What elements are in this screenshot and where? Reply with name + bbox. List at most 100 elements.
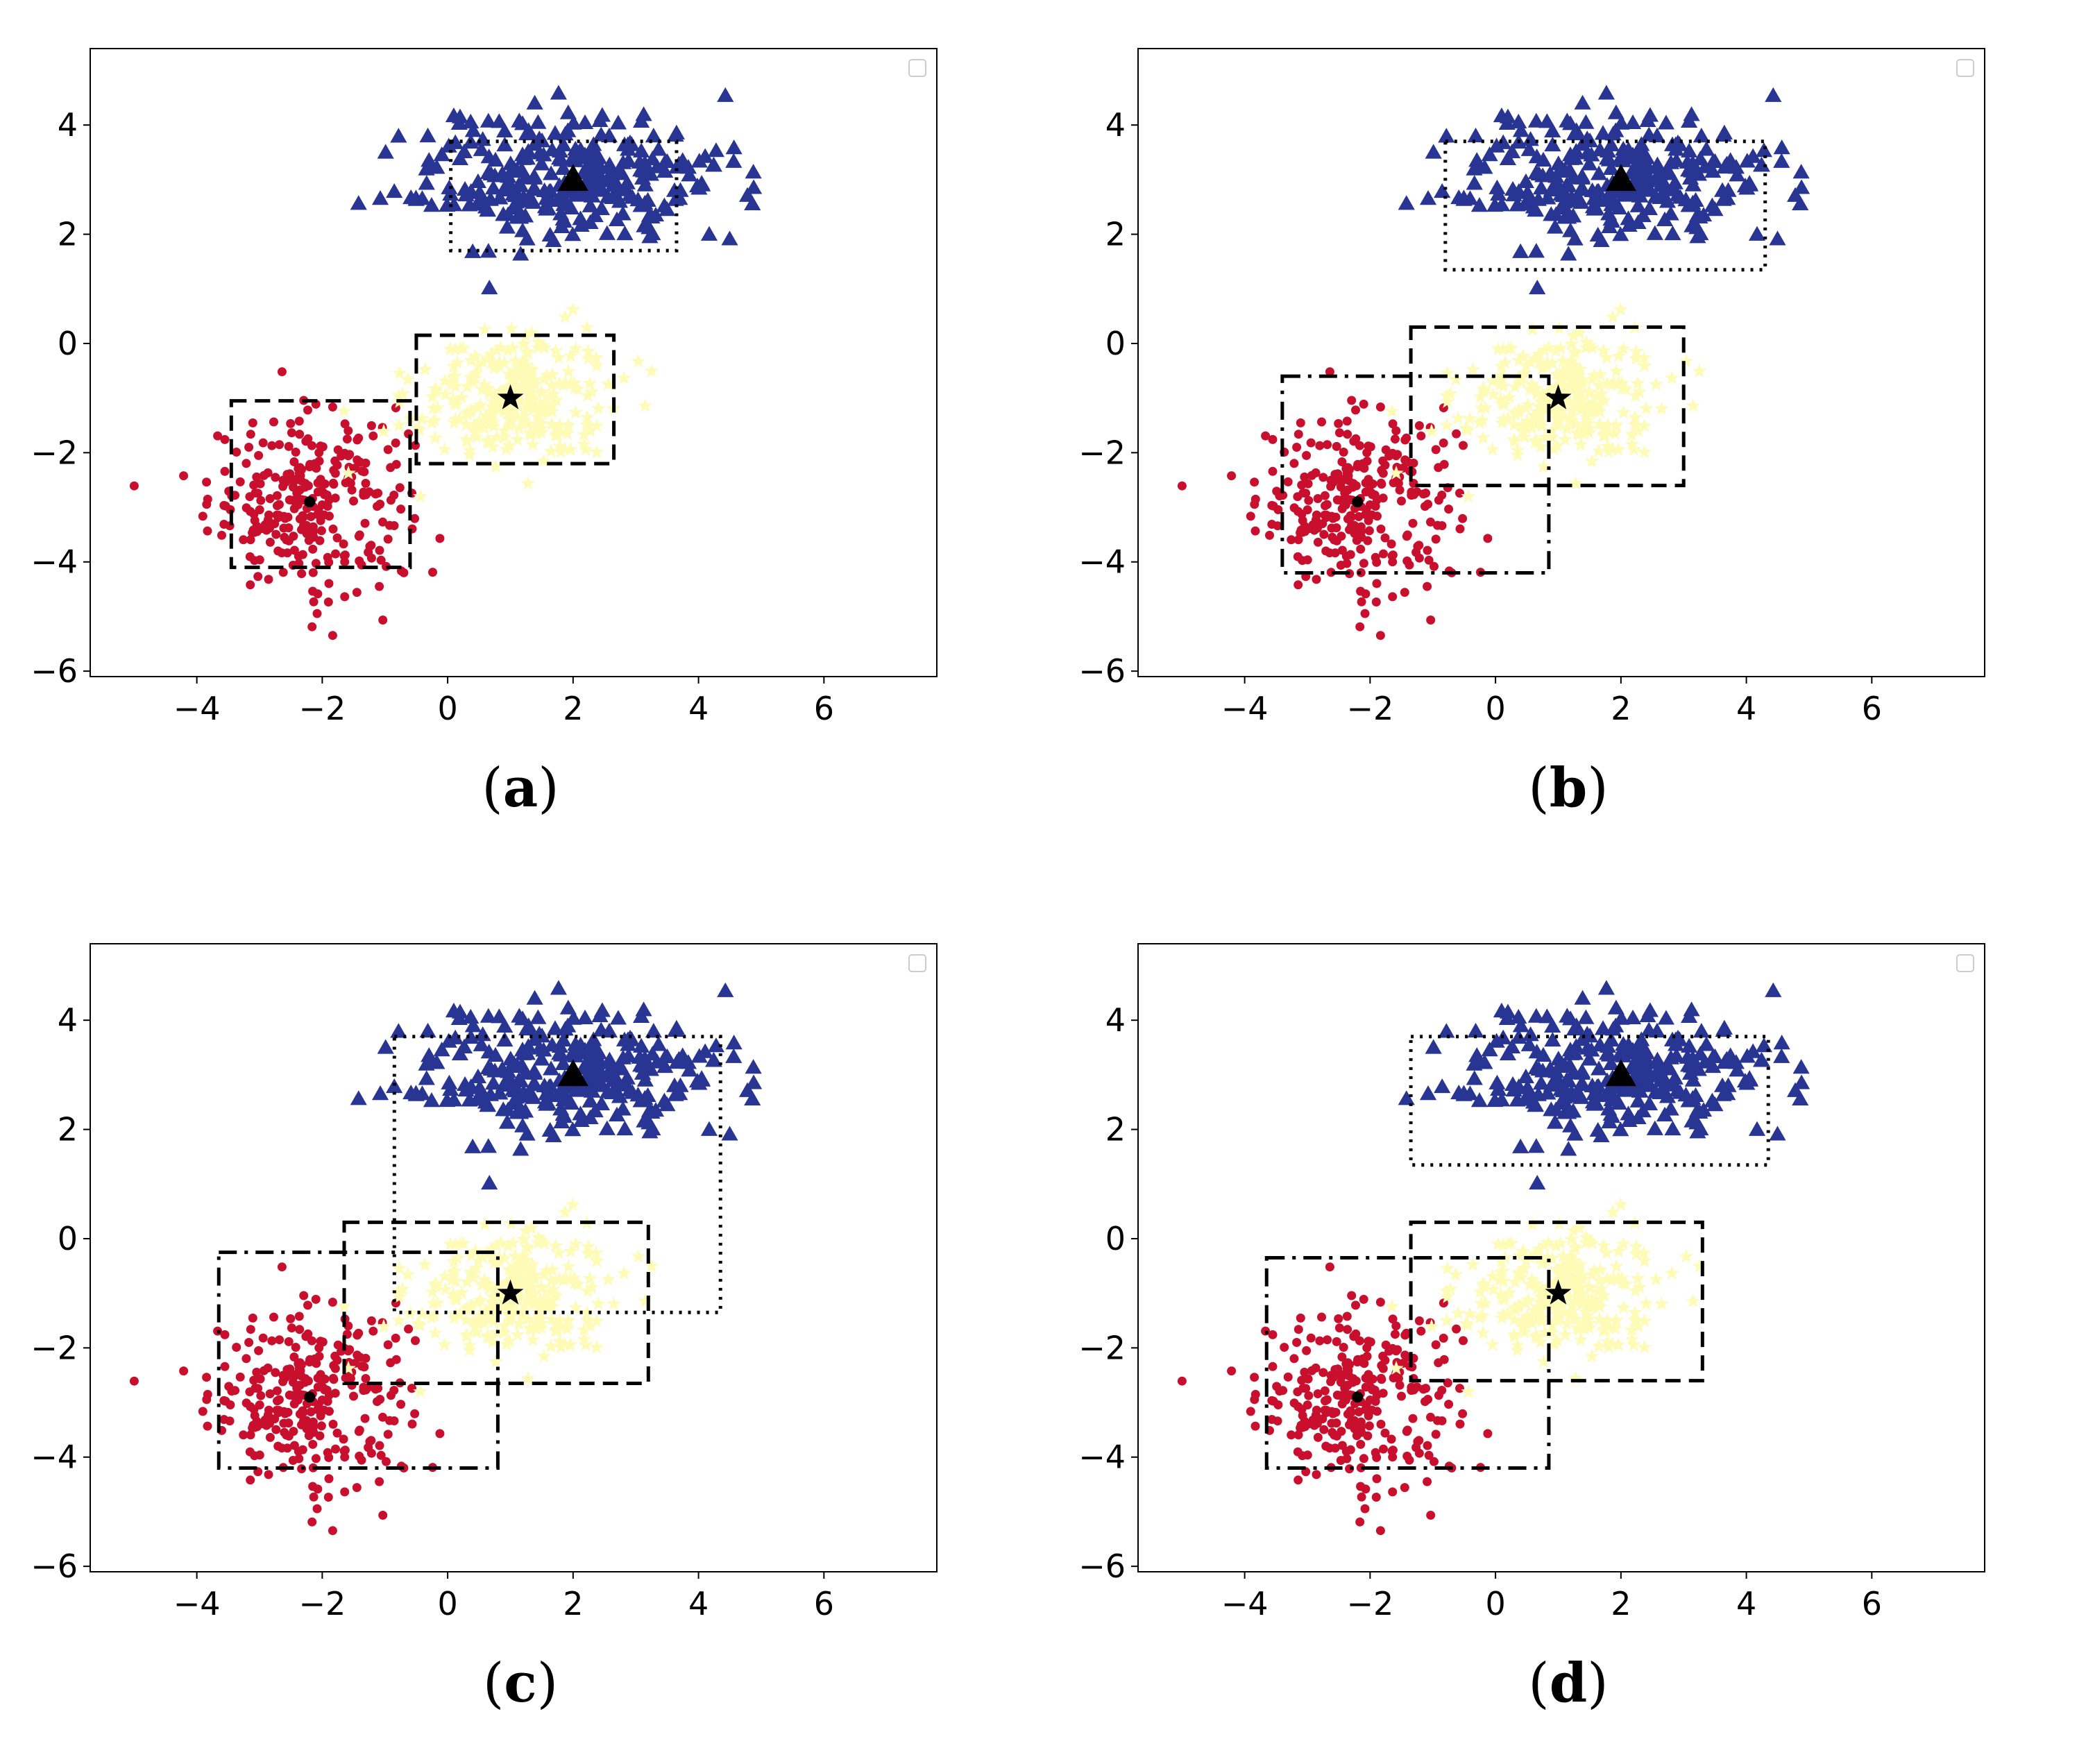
yellow-point	[1552, 1305, 1567, 1319]
yellow-point	[489, 1354, 503, 1368]
yellow-point	[1637, 1313, 1652, 1328]
yellow-point	[469, 365, 484, 380]
red-point	[289, 1352, 299, 1362]
red-point	[1402, 530, 1412, 540]
red-point	[1439, 438, 1448, 448]
blue-point	[491, 189, 509, 205]
red-point	[1341, 464, 1351, 473]
blue-point	[480, 149, 498, 164]
red-point	[1426, 616, 1436, 625]
red-point	[254, 450, 264, 460]
red-point	[333, 1340, 343, 1350]
red-point	[1411, 1443, 1421, 1452]
blue-point	[1624, 114, 1642, 130]
blue-point	[1504, 1076, 1522, 1092]
red-point	[284, 441, 294, 451]
red-point	[1275, 1386, 1284, 1396]
yellow-point	[1523, 355, 1538, 369]
legend-box	[908, 59, 926, 77]
yellow-point	[527, 373, 543, 387]
red-point	[1423, 500, 1433, 509]
yellow-point	[1581, 425, 1597, 439]
red-point	[1301, 489, 1311, 498]
blue-point	[670, 155, 688, 171]
yellow-point	[1523, 415, 1538, 430]
yellow-point	[1518, 1295, 1534, 1309]
yellow-point	[551, 350, 566, 364]
red-point	[286, 1314, 296, 1323]
red-point	[343, 1346, 353, 1356]
blue-point	[1792, 1059, 1810, 1074]
red-point	[1483, 1429, 1493, 1439]
red-point	[294, 416, 304, 426]
blue-point	[745, 164, 762, 179]
yellow-point	[1625, 1332, 1640, 1346]
blue-point	[1532, 1075, 1550, 1090]
yellow-point	[505, 1266, 520, 1281]
legend-box	[908, 954, 926, 972]
red-point	[258, 438, 268, 448]
blue-point	[1715, 191, 1732, 206]
red-point	[285, 1390, 294, 1400]
red-point	[286, 418, 296, 428]
yellow-point	[507, 402, 522, 416]
yellow-point	[1553, 340, 1568, 355]
red-point	[1273, 1416, 1282, 1426]
yellow-point	[1593, 367, 1608, 381]
red-point	[277, 1443, 287, 1453]
red-point	[294, 1312, 304, 1321]
red-point	[322, 490, 332, 500]
yellow-point	[424, 1310, 439, 1325]
red-point	[361, 458, 371, 468]
blue-point	[1640, 182, 1657, 197]
yellow-point	[549, 1287, 564, 1302]
yellow-point	[1594, 1282, 1609, 1296]
red-point	[382, 1457, 391, 1466]
yellow-point	[1545, 1325, 1560, 1339]
yellow-point	[395, 386, 410, 400]
yellow-point	[1615, 341, 1631, 355]
blue-point	[498, 1114, 516, 1129]
yellow-point	[1384, 403, 1400, 418]
red-point	[1458, 1409, 1468, 1418]
yellow-point	[484, 1250, 500, 1265]
blue-point	[707, 1037, 725, 1053]
yellow-point	[527, 396, 542, 411]
red-point	[252, 1416, 262, 1426]
blue-point	[1748, 226, 1766, 241]
yellow-point	[1654, 401, 1669, 415]
yellow-point	[520, 416, 536, 430]
yellow-point	[1461, 489, 1476, 503]
blue-point	[1589, 226, 1606, 242]
blue-point	[521, 189, 538, 205]
yellow-point	[392, 1261, 407, 1275]
yellow-point	[443, 341, 458, 355]
yellow-point	[459, 1274, 475, 1289]
blue-point	[407, 1085, 425, 1100]
yellow-point	[444, 1272, 459, 1287]
yellow-point	[1626, 442, 1641, 456]
yellow-point	[1599, 350, 1614, 364]
red-point	[246, 1325, 255, 1334]
yellow-point	[413, 489, 428, 503]
red-point	[1416, 431, 1426, 441]
yellow-point	[1538, 358, 1554, 373]
yellow-point	[1578, 1304, 1593, 1318]
blue-point	[1544, 136, 1561, 152]
yellow-point	[543, 443, 559, 458]
yellow-point	[505, 1235, 520, 1250]
blue-point	[549, 1087, 567, 1103]
yellow-point	[1496, 378, 1511, 393]
yellow-point	[459, 417, 474, 432]
yellow-point	[516, 409, 531, 423]
red-point	[287, 428, 296, 438]
yellow-point	[1593, 1299, 1607, 1314]
yellow-point	[1585, 340, 1600, 355]
yellow-point	[1573, 1280, 1588, 1294]
yellow-point	[1507, 434, 1523, 448]
red-point	[1424, 555, 1434, 565]
yellow-point	[1539, 1294, 1554, 1308]
red-point	[1375, 402, 1385, 412]
red-point	[297, 525, 306, 534]
